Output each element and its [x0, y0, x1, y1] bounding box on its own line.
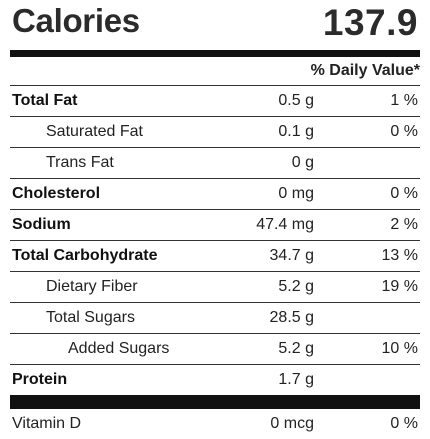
- nutrient-name: Total Carbohydrate: [12, 247, 158, 264]
- nutrient-amount: 0 mg: [278, 185, 314, 202]
- calories-divider: [10, 50, 420, 57]
- nutrient-name: Sodium: [12, 216, 71, 233]
- vitamin-row-vitamin-d: Vitamin D 0 mcg 0 %: [10, 409, 420, 439]
- calories-value: 137.9: [322, 2, 418, 43]
- daily-value-header: % Daily Value*: [10, 57, 420, 86]
- nutrient-name: Total Fat: [12, 92, 78, 109]
- nutrient-amount: 47.4 mg: [256, 216, 314, 233]
- nutrient-name: Saturated Fat: [46, 123, 143, 140]
- nutrient-name: Trans Fat: [46, 154, 114, 171]
- nutrient-row-saturated-fat: Saturated Fat 0.1 g 0 %: [10, 117, 420, 148]
- nutrient-row-sodium: Sodium 47.4 mg 2 %: [10, 210, 420, 241]
- nutrient-amount: 0 g: [291, 154, 314, 171]
- nutrient-row-protein: Protein 1.7 g: [10, 365, 420, 395]
- calories-row: Calories 137.9: [10, 0, 420, 50]
- nutrient-name: Dietary Fiber: [46, 278, 138, 295]
- nutrient-row-total-fat: Total Fat 0.5 g 1 %: [10, 86, 420, 117]
- nutrient-name: Added Sugars: [68, 340, 170, 357]
- nutrient-row-added-sugars: Added Sugars 5.2 g 10 %: [10, 334, 420, 365]
- nutrient-daily-value: 13 %: [381, 247, 418, 264]
- nutrient-daily-value: 1 %: [390, 92, 418, 109]
- vitamin-daily-value: 0 %: [390, 415, 418, 432]
- nutrient-amount: 0.1 g: [278, 123, 314, 140]
- nutrient-name: Protein: [12, 371, 68, 388]
- nutrient-daily-value: 10 %: [381, 340, 418, 357]
- nutrient-daily-value: 19 %: [381, 278, 418, 295]
- nutrient-daily-value: 0 %: [390, 185, 418, 202]
- protein-divider: [10, 395, 420, 409]
- nutrient-name: Total Sugars: [46, 309, 135, 326]
- nutrition-facts-panel: Calories 137.9 % Daily Value* Total Fat …: [10, 0, 420, 439]
- nutrient-daily-value: 2 %: [390, 216, 418, 233]
- nutrient-name: Cholesterol: [12, 185, 101, 202]
- nutrient-row-trans-fat: Trans Fat 0 g: [10, 148, 420, 179]
- nutrient-row-total-carbohydrate: Total Carbohydrate 34.7 g 13 %: [10, 241, 420, 272]
- nutrient-row-cholesterol: Cholesterol 0 mg 0 %: [10, 179, 420, 210]
- nutrient-amount: 5.2 g: [278, 278, 314, 295]
- nutrient-amount: 34.7 g: [269, 247, 314, 264]
- vitamin-amount: 0 mcg: [270, 415, 314, 432]
- nutrient-amount: 0.5 g: [278, 92, 314, 109]
- nutrient-amount: 28.5 g: [269, 309, 314, 326]
- nutrient-amount: 5.2 g: [278, 340, 314, 357]
- nutrient-daily-value: 0 %: [390, 123, 418, 140]
- nutrient-amount: 1.7 g: [278, 371, 314, 388]
- calories-label: Calories: [12, 2, 140, 39]
- daily-value-header-text: % Daily Value*: [310, 62, 420, 79]
- nutrient-row-dietary-fiber: Dietary Fiber 5.2 g 19 %: [10, 272, 420, 303]
- nutrient-row-total-sugars: Total Sugars 28.5 g: [10, 303, 420, 334]
- vitamin-name: Vitamin D: [12, 415, 82, 432]
